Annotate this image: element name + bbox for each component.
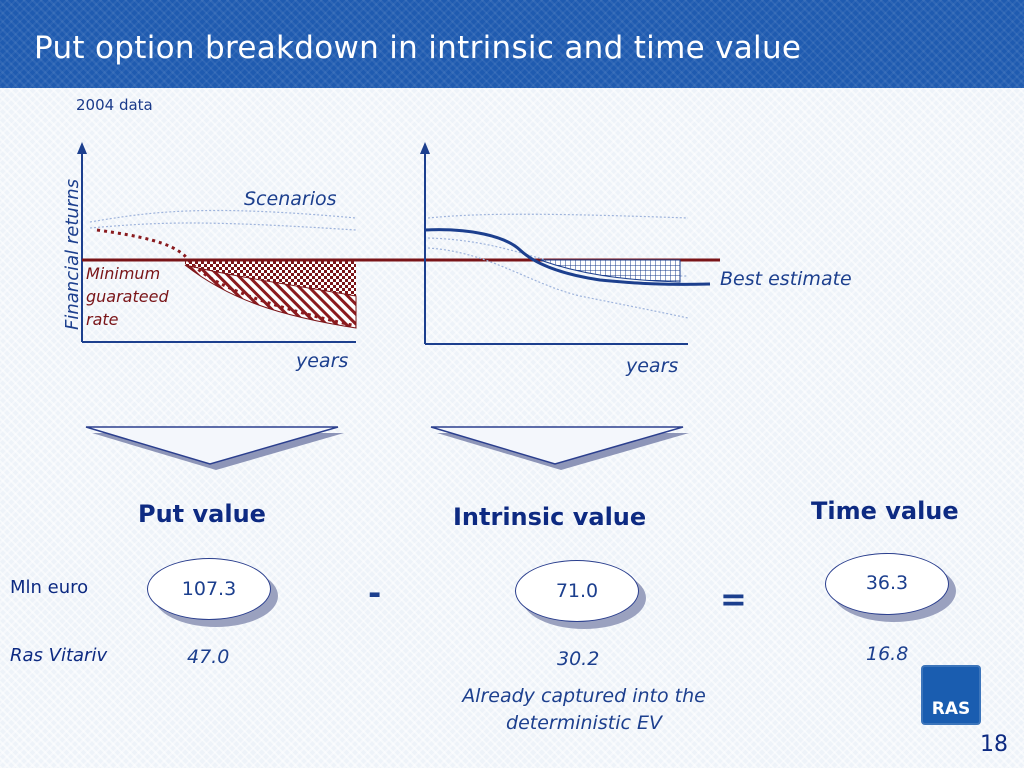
min-rate-label: Minimum guarateed rate [86, 262, 196, 331]
mln-euro-label: Mln euro [10, 577, 89, 598]
right-chevron-arrow [430, 426, 689, 470]
intrinsic-value-heading: Intrinsic value [453, 503, 647, 531]
ras-vitariv-label: Ras Vitariv [10, 645, 108, 666]
y-axis-label: Financial returns [62, 179, 83, 330]
time-value-number: 36.3 [865, 572, 909, 594]
page-number: 18 [980, 732, 1008, 757]
left-chart [77, 142, 720, 343]
put-value-heading: Put value [138, 500, 266, 528]
left-chevron-arrow [85, 426, 344, 470]
best-estimate-label: Best estimate [720, 268, 852, 290]
right-scenario-b [427, 247, 689, 319]
equals-operator: = [720, 580, 747, 618]
x-axis-label-right: years [626, 355, 679, 377]
minus-operator: - [368, 574, 382, 612]
put-value-oval: 107.3 [147, 558, 278, 627]
intrinsic-note: Already captured into the deterministic … [462, 685, 706, 734]
ras-logo: RAS [921, 665, 981, 725]
right-y-arrow [420, 142, 430, 154]
right-chart [420, 142, 711, 345]
left-y-arrow [77, 142, 87, 154]
scenario-line-upper [89, 209, 357, 223]
put-value-number: 107.3 [147, 558, 271, 620]
title-bar: Put option breakdown in intrinsic and ti… [0, 0, 1024, 88]
time-value-heading: Time value [811, 497, 959, 525]
subtitle: 2004 data [76, 96, 153, 114]
time-value-oval-face: 36.3 [825, 553, 949, 615]
hatched-area [184, 264, 357, 329]
time-value-oval: 36.3 [825, 553, 956, 622]
time-ras-value: 16.8 [866, 643, 909, 665]
best-estimate-curve [424, 228, 711, 286]
scenario-line-mid [89, 222, 357, 231]
page-title: Put option breakdown in intrinsic and ti… [34, 30, 802, 66]
min-rate-label-line: Minimum [86, 264, 161, 283]
checkered-area [185, 261, 356, 296]
x-axis-label-left: years [296, 350, 349, 372]
scenarios-label: Scenarios [244, 188, 337, 210]
intrinsic-value-oval: 71.0 [515, 560, 646, 629]
min-rate-label-line: rate [86, 310, 119, 329]
right-scenario-upper [427, 213, 689, 219]
ras-logo-text: RAS [931, 699, 971, 719]
intrinsic-ras-value: 30.2 [557, 648, 600, 670]
intrinsic-value-number: 71.0 [515, 560, 639, 622]
min-rate-label-line: guarateed [86, 287, 169, 306]
put-ras-value: 47.0 [187, 646, 230, 668]
gridded-area [539, 259, 681, 283]
